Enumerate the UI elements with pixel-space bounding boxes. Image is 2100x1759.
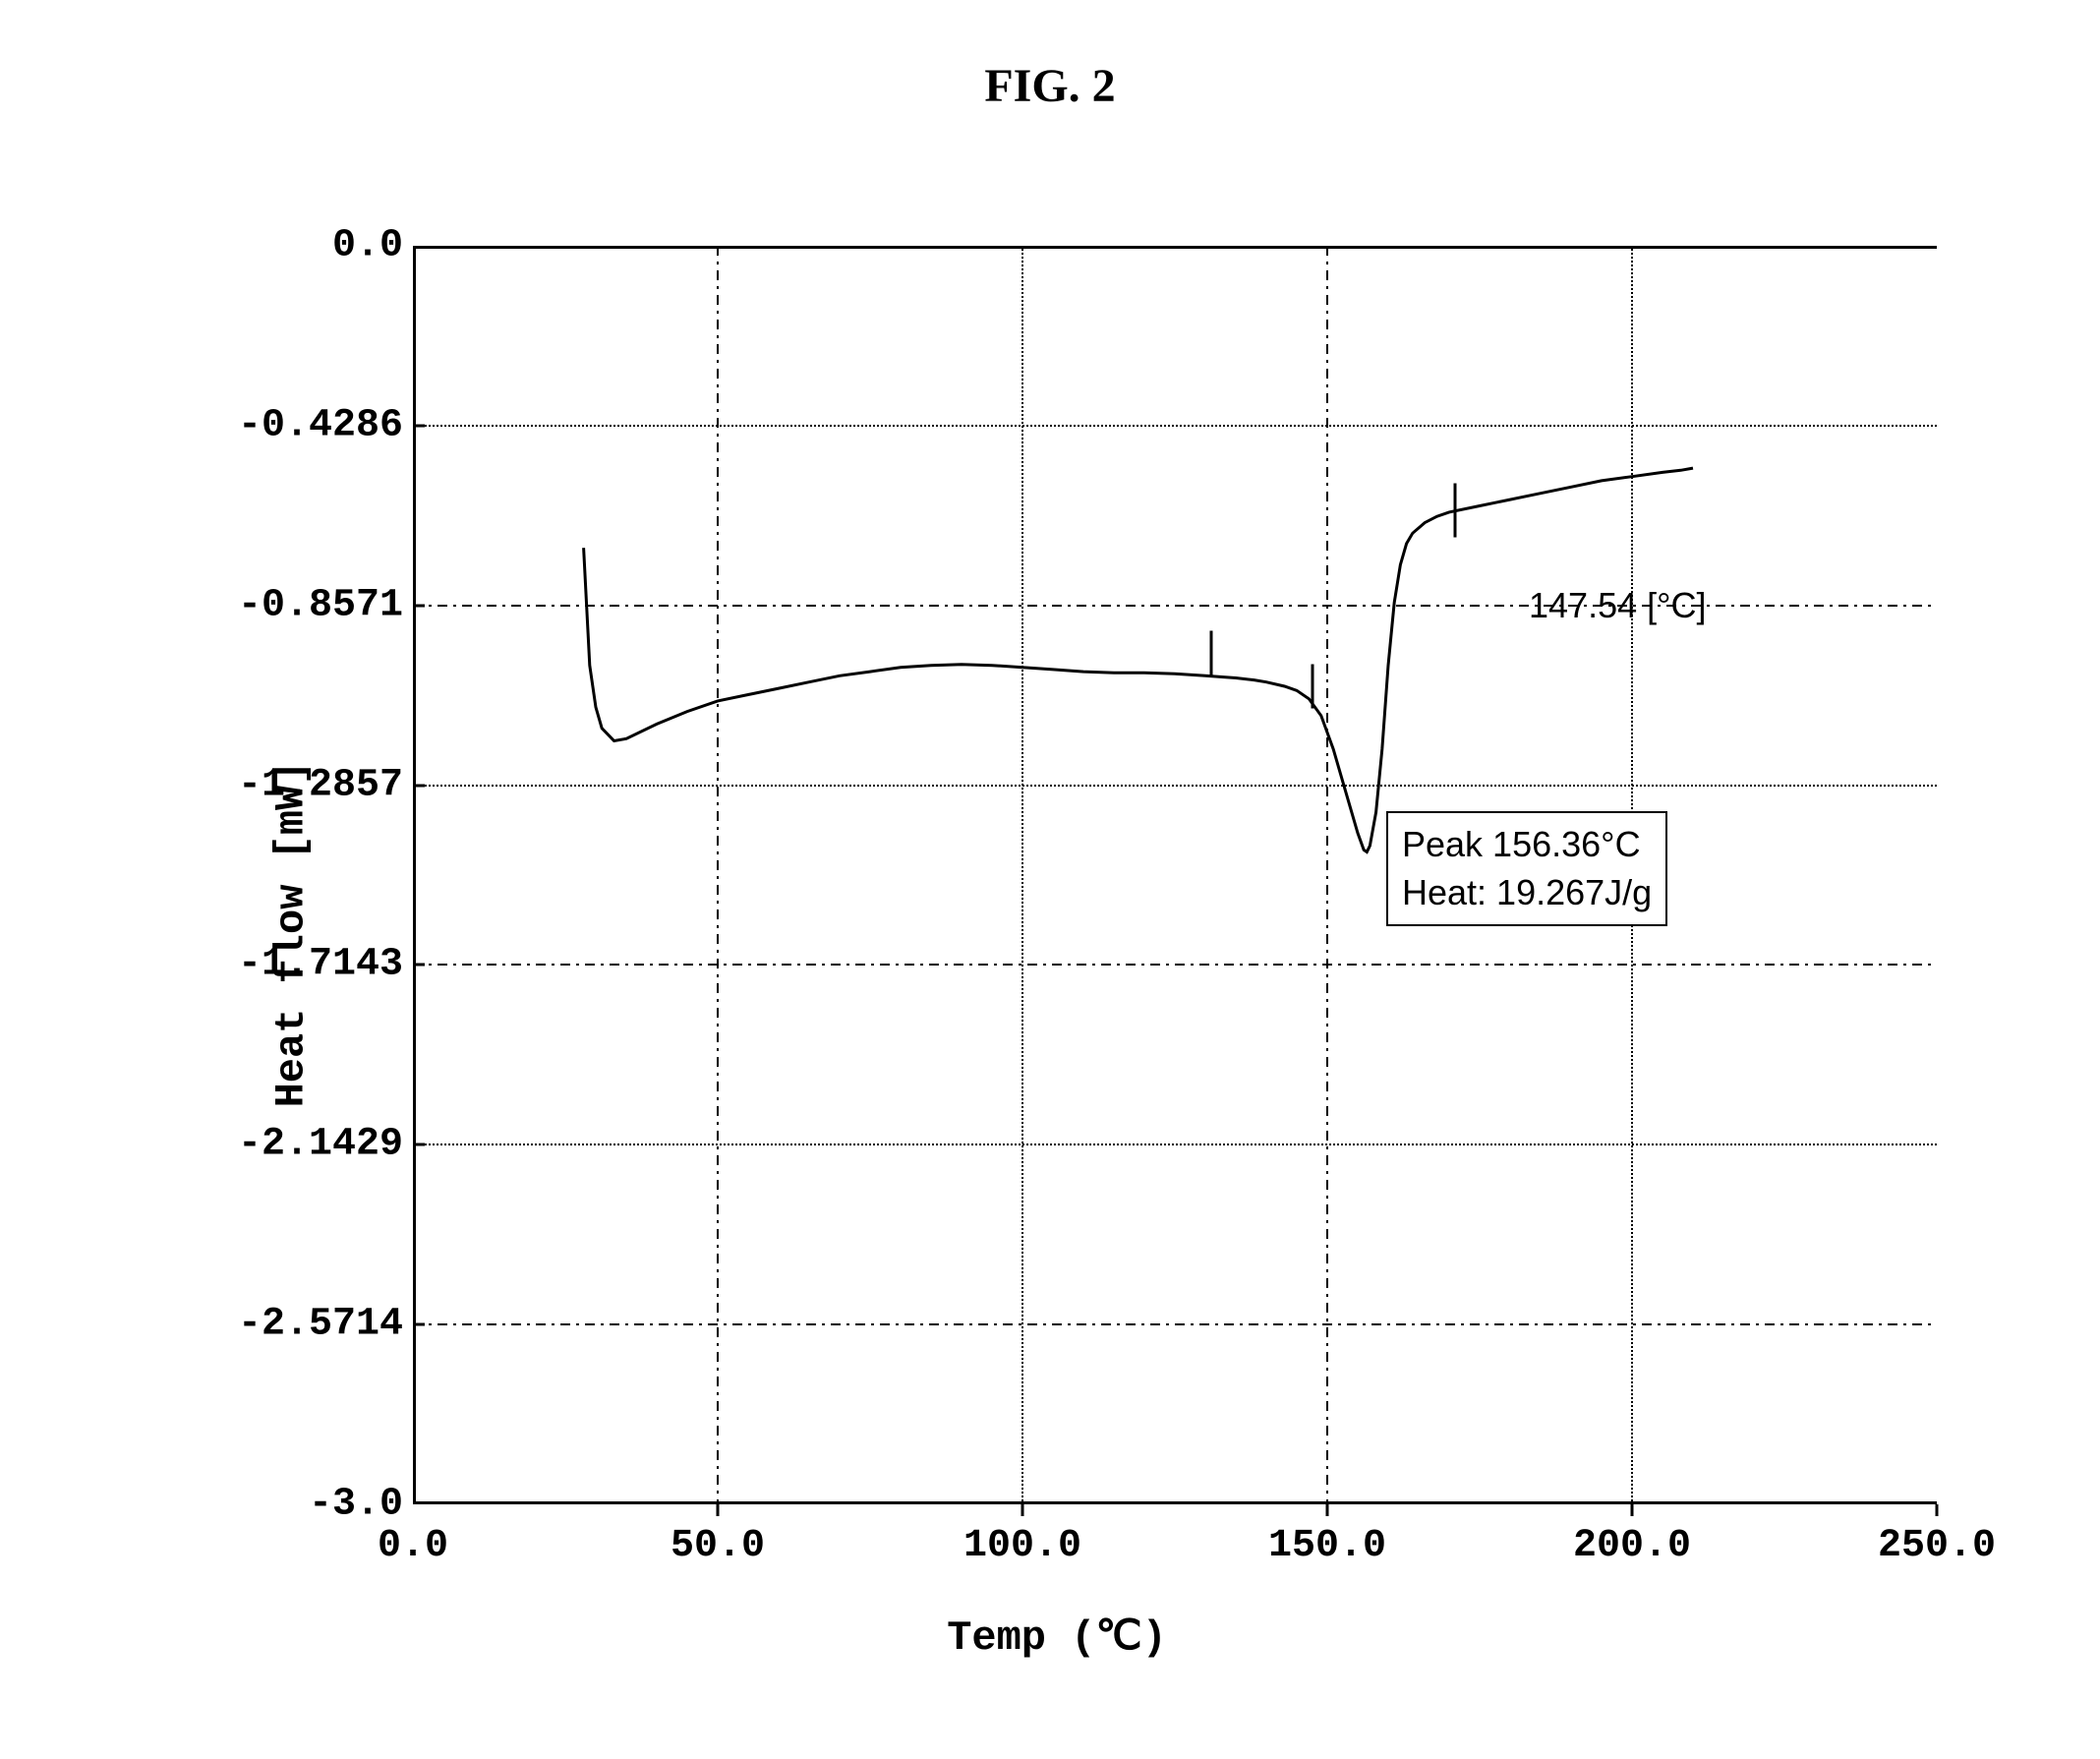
- x-tick: [1631, 1504, 1634, 1516]
- x-tick: [1326, 1504, 1329, 1516]
- x-tick: [1021, 1504, 1024, 1516]
- peak-heat-text: Heat: 19.267J/g: [1402, 869, 1652, 917]
- y-tick-label: -0.4286: [206, 403, 403, 447]
- x-tick-label: 100.0: [963, 1524, 1081, 1568]
- y-axis-label: Heat flow [mW]: [267, 761, 315, 1108]
- curve-marker: [1311, 665, 1313, 709]
- x-axis-label: Temp (℃): [947, 1611, 1167, 1662]
- y-tick-label: -1.7143: [206, 943, 403, 987]
- y-tick-label: -2.5714: [206, 1303, 403, 1347]
- y-tick-label: 0.0: [206, 224, 403, 268]
- y-tick-label: -2.1429: [206, 1123, 403, 1167]
- onset-temp-label: 147.54 [°C]: [1529, 585, 1707, 626]
- x-tick: [717, 1504, 720, 1516]
- x-tick-label: 200.0: [1573, 1524, 1691, 1568]
- peak-temp-text: Peak 156.36°C: [1402, 821, 1652, 869]
- x-tick-label: 50.0: [671, 1524, 765, 1568]
- y-tick-label: -0.8571: [206, 583, 403, 627]
- curve-svg: [413, 246, 1937, 1504]
- curve-marker: [1210, 630, 1213, 674]
- x-tick: [1936, 1504, 1939, 1516]
- chart-container: Heat flow [mW] Temp (℃) 0.0 -0.4286 -0.857…: [98, 197, 2015, 1671]
- x-tick-label: 150.0: [1268, 1524, 1386, 1568]
- dsc-curve: [584, 468, 1693, 851]
- x-tick-label: 0.0: [378, 1524, 448, 1568]
- x-tick-label: 250.0: [1878, 1524, 1996, 1568]
- curve-marker: [1454, 483, 1457, 537]
- y-tick-label: -1.2857: [206, 763, 403, 807]
- peak-info-box: Peak 156.36°C Heat: 19.267J/g: [1386, 811, 1667, 926]
- figure-title: FIG. 2: [984, 59, 1115, 113]
- y-tick-label: -3.0: [206, 1483, 403, 1527]
